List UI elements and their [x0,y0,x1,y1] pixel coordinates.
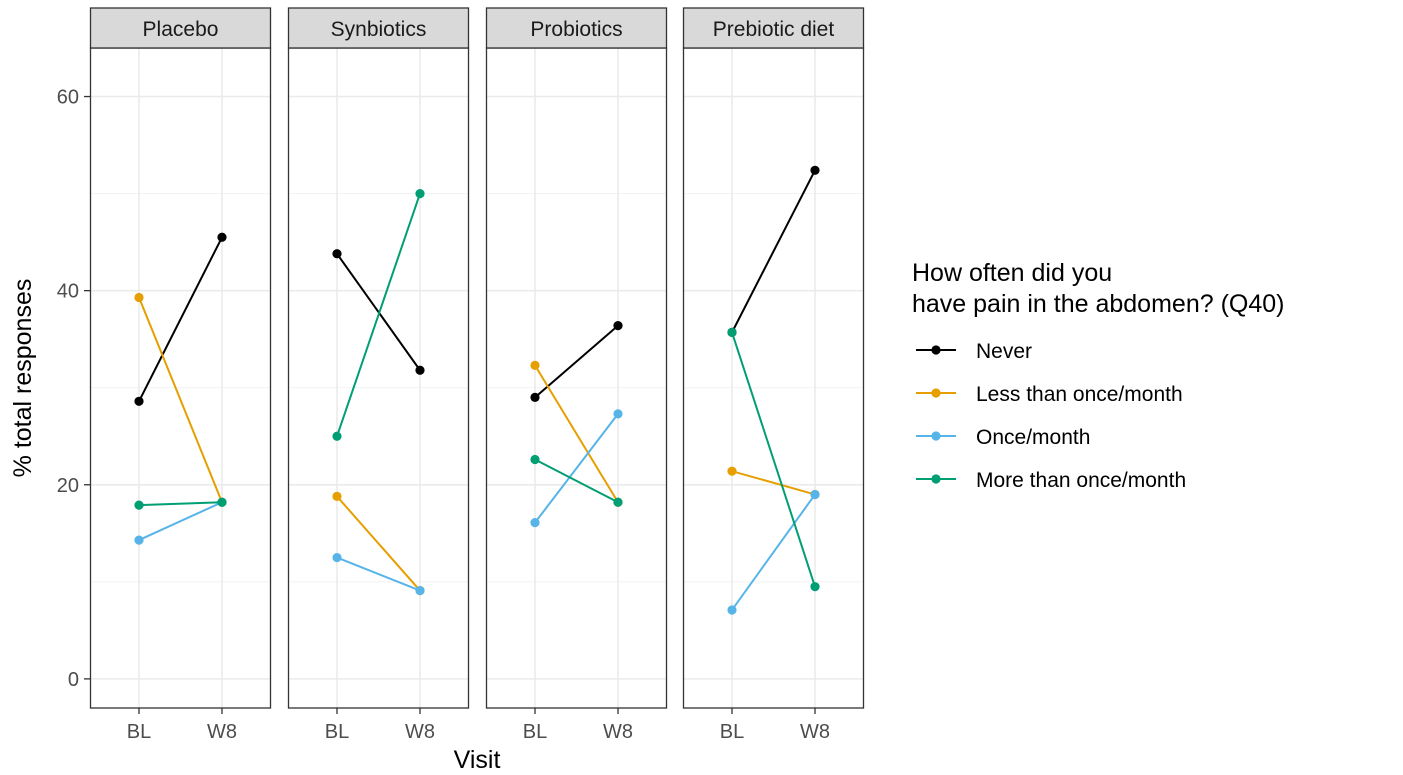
series-line-once-month [336,556,421,592]
data-point-once-month [727,605,737,615]
strip-label: Placebo [143,18,219,41]
panel-placebo: Placebo BL W8 [89,7,272,743]
strip-label: Synbiotics [331,18,427,41]
y-axis-title: % total responses [9,279,37,478]
data-point-once-month [134,535,144,545]
legend-title-line: How often did you [912,259,1112,287]
series-line-more-than-once-month [731,332,816,587]
data-point-more-than-once-month [530,454,540,465]
data-point-never [530,392,540,403]
series-line-less-than-once-month [336,495,421,592]
data-point-once-month [332,552,342,563]
legend-item-once-month: Once/month [916,426,1090,449]
data-point-more-than-once-month [810,582,820,592]
data-point-more-than-once-month [727,327,737,337]
data-point-once-month [415,585,425,596]
strip-label: Probiotics [530,18,622,41]
legend-title-line: have pain in the abdomen? (Q40) [912,290,1284,318]
x-tick-label: W8 [405,721,435,743]
series-line-more-than-once-month [138,501,223,507]
strip-label: Prebiotic diet [713,18,835,41]
legend-key-point [931,388,941,398]
data-point-never [332,249,342,259]
legend-key-point [931,345,941,355]
legend-item-never: Never [916,340,1032,363]
y-tick-label: 0 [68,669,79,691]
x-tick-label: BL [325,721,349,743]
data-point-once-month [810,489,820,500]
data-point-more-than-once-month [134,500,144,510]
series-line-once-month [731,493,816,611]
series-line-never [138,236,223,402]
series-line-less-than-once-month [138,297,223,503]
x-tick-label: W8 [207,721,237,743]
strip-background [89,7,272,49]
data-point-less-than-once-month [530,360,540,370]
series-line-more-than-once-month [336,193,421,437]
data-point-less-than-once-month [332,491,342,502]
panel-background [683,48,864,708]
data-point-never [134,396,144,406]
strip-background [682,7,865,49]
strip-background [287,7,470,49]
data-point-more-than-once-month [217,497,227,507]
data-point-less-than-once-month [727,466,737,476]
series-line-once-month [534,413,619,524]
legend-item-less-than-once-month: Less than once/month [916,383,1183,406]
series-line-less-than-once-month [534,364,619,503]
legend: How often did you have pain in the abdome… [912,259,1284,492]
x-axis-title: Visit [454,746,501,774]
x-tick-label: W8 [800,721,830,743]
series-line-less-than-once-month [731,470,816,496]
series-line-more-than-once-month [534,458,619,504]
legend-label: Once/month [976,426,1090,449]
panel-probiotics: Probiotics BL W8 [485,7,668,743]
panel-background [486,48,667,708]
data-point-never [810,165,820,175]
x-tick-label: BL [720,721,744,743]
x-tick-label: BL [523,721,547,743]
y-tick-label: 60 [57,87,79,109]
data-point-never [613,320,623,331]
y-tick-label: 40 [57,281,79,303]
x-tick-label: BL [127,721,151,743]
data-point-once-month [613,409,623,419]
series-line-once-month [138,501,223,541]
series-line-never [731,169,816,333]
y-tick-label: 20 [57,475,79,497]
data-point-more-than-once-month [415,188,425,199]
series-line-never [534,324,619,399]
panel-background [288,48,469,708]
data-point-never [217,232,227,242]
legend-label: Never [976,340,1032,363]
data-point-more-than-once-month [332,431,342,441]
legend-label: More than once/month [976,469,1186,492]
legend-label: Less than once/month [976,383,1183,406]
panel-prebiotic-diet: Prebiotic diet BL W8 [682,7,865,743]
panel-synbiotics: Synbiotics BL W8 [287,7,470,743]
data-point-once-month [530,518,540,528]
panel-background [90,48,271,708]
y-axis: 0 20 40 60 [57,87,90,691]
x-tick-label: W8 [603,721,633,743]
data-point-never [415,365,425,375]
legend-key-point [931,474,941,484]
strip-background [485,7,668,49]
legend-item-more-than-once-month: More than once/month [916,469,1186,492]
data-point-less-than-once-month [134,292,144,303]
legend-key-point [931,431,941,441]
data-point-more-than-once-month [613,497,623,507]
